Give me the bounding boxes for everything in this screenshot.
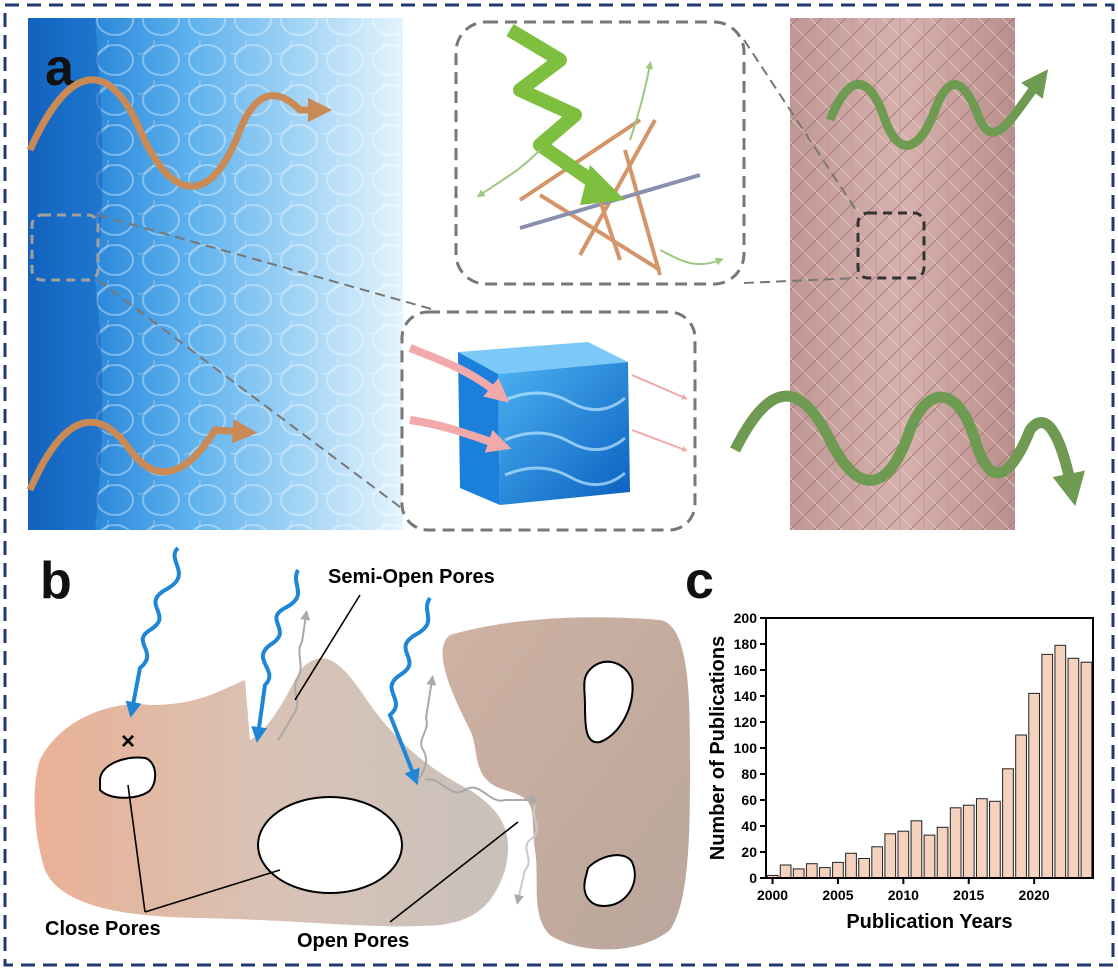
- y-tick-label: 160: [734, 662, 758, 678]
- bar-2009: [884, 833, 897, 879]
- orange-wave-bottom: [26, 418, 258, 492]
- bar-2001: [779, 864, 792, 879]
- hydrogel-cube: [458, 342, 630, 505]
- bar-2016: [975, 798, 988, 879]
- x-tick-label: 2000: [757, 887, 788, 903]
- x-axis-label: Publication Years: [846, 911, 1012, 933]
- bar-2002: [792, 868, 805, 879]
- green-wave-bottom: [730, 390, 1085, 507]
- bar-2006: [845, 852, 857, 879]
- x-tick-label: 2005: [822, 887, 853, 903]
- leader-close-pores: [144, 869, 281, 913]
- pink-arrow: [409, 416, 512, 453]
- y-tick-label: 60: [741, 792, 757, 808]
- blocked-mark: ×: [121, 728, 135, 755]
- publications-bar-chart: 0 20 40 60 80 100 120 140 160 180 200 2000 2005 2010 2…: [707, 610, 1094, 933]
- bar-2012: [923, 834, 936, 879]
- y-tick-label: 20: [741, 844, 757, 860]
- transmitted-wave: [514, 804, 538, 905]
- orange-wave-top: [26, 76, 333, 190]
- y-tick-label: 200: [734, 610, 758, 626]
- hydrogel-water-illustration: [28, 18, 403, 530]
- reflected-wave: [277, 610, 311, 741]
- y-tick-label: 180: [734, 636, 758, 652]
- bar-2017: [989, 800, 1001, 879]
- y-axis-label: Number of Publications: [707, 636, 729, 860]
- zoom-box-water: [30, 213, 100, 282]
- reflected-wave: [417, 675, 437, 781]
- panel-b: b × Semi-Open Pores Close Pores Open Por…: [34, 546, 690, 952]
- scattered-wave: [629, 61, 654, 141]
- y-tick-label: 140: [734, 688, 758, 704]
- leader-semi-open: [294, 594, 361, 701]
- zoom-line: [97, 279, 421, 523]
- green-wave-incident: [506, 23, 609, 196]
- leader-close-pores: [127, 784, 146, 913]
- bar-2007: [858, 858, 870, 879]
- bar-2013: [936, 826, 949, 879]
- bar-2018: [1002, 768, 1014, 879]
- closed-pore-right-bottom: [583, 854, 636, 907]
- green-arrowhead: [580, 165, 625, 205]
- bar-2023: [1067, 657, 1080, 879]
- green-wave-top: [825, 69, 1049, 150]
- incident-wave-1: [125, 546, 181, 718]
- panel-b-label: b: [40, 552, 72, 610]
- incident-wave-3: [387, 596, 432, 786]
- closed-pore-right-top: [583, 660, 634, 744]
- pink-arrow-out: [631, 429, 688, 452]
- label-close-pores: Close Pores: [45, 918, 161, 940]
- zoom-line: [743, 277, 859, 284]
- bar-2011: [910, 820, 923, 879]
- panel-c-label: c: [685, 552, 714, 610]
- inset-fiber-network: [454, 20, 746, 286]
- label-open-pores: Open Pores: [297, 930, 409, 952]
- scattered-wave: [476, 149, 541, 198]
- scattered-wave: [659, 249, 724, 266]
- bar-2004: [818, 867, 831, 879]
- zoom-line: [97, 214, 436, 311]
- bar-2022: [1054, 644, 1067, 879]
- bar-2005: [832, 861, 844, 879]
- bar-2008: [871, 846, 884, 879]
- bar-2003: [805, 863, 818, 879]
- bar-2020: [1028, 692, 1041, 879]
- y-tick-label: 0: [749, 870, 757, 886]
- leader-open-pores: [389, 821, 519, 923]
- panel-a: a: [26, 18, 1085, 532]
- figure-border: [3, 3, 1115, 967]
- y-tick-label: 100: [734, 740, 758, 756]
- y-tick-label: 40: [741, 818, 757, 834]
- pink-arrow-out: [631, 374, 688, 400]
- closed-pore-small: [99, 756, 157, 799]
- x-tick-label: 2010: [888, 887, 919, 903]
- x-tick-label: 2020: [1019, 887, 1050, 903]
- y-tick-label: 80: [741, 766, 757, 782]
- bar-2019: [1015, 734, 1027, 879]
- label-semi-open-pores: Semi-Open Pores: [328, 566, 495, 588]
- y-tick-label: 120: [734, 714, 758, 730]
- x-tick-label: 2015: [953, 887, 984, 903]
- incident-wave-2: [251, 569, 301, 743]
- bar-2015: [962, 804, 975, 879]
- zoom-line: [743, 39, 859, 214]
- zoom-box-fiber: [856, 211, 926, 280]
- bar-2024: [1080, 661, 1093, 879]
- bar-2010: [897, 830, 910, 879]
- closed-pore-large: [257, 796, 403, 894]
- pink-arrow: [408, 344, 510, 403]
- panel-c: c 0 20 40 60 80 100 120 140 160 180 200 2000 2005 201…: [685, 552, 1094, 933]
- transmitted-wave: [424, 778, 540, 805]
- bar-2021: [1041, 653, 1054, 879]
- bar-2014: [949, 807, 962, 879]
